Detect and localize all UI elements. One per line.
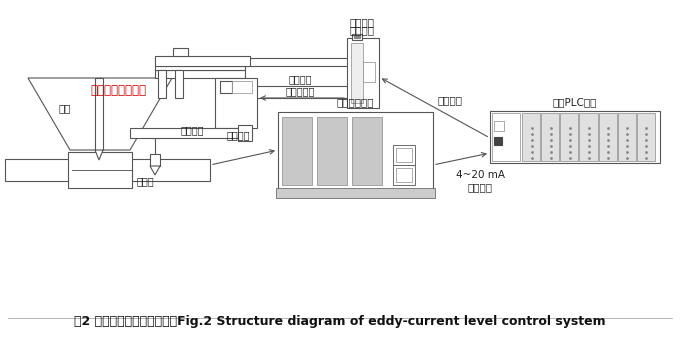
- Polygon shape: [28, 78, 172, 150]
- Text: 动力电缆: 动力电缆: [288, 74, 311, 84]
- Bar: [282, 117, 312, 185]
- Polygon shape: [95, 150, 103, 160]
- Bar: [351, 43, 363, 103]
- Text: 编码器电缆: 编码器电缆: [286, 86, 315, 96]
- Text: 驱动装置: 驱动装置: [350, 25, 375, 35]
- Bar: [175, 70, 183, 98]
- Bar: [238, 125, 252, 141]
- Bar: [155, 66, 245, 70]
- Bar: [393, 145, 415, 165]
- Bar: [155, 70, 245, 78]
- Bar: [560, 113, 579, 161]
- Bar: [5, 159, 73, 181]
- Bar: [130, 128, 240, 138]
- Bar: [215, 78, 257, 128]
- Bar: [317, 117, 347, 185]
- Bar: [541, 113, 559, 161]
- Text: 伺服机构: 伺服机构: [226, 130, 250, 140]
- Bar: [150, 154, 160, 166]
- Text: 图2 涡流液位控制系统结构图Fig.2 Structure diagram of eddy-current level control system: 图2 涡流液位控制系统结构图Fig.2 Structure diagram of…: [74, 315, 606, 328]
- Bar: [352, 117, 382, 185]
- Text: 通讯电缆: 通讯电缆: [437, 95, 462, 105]
- Bar: [68, 152, 132, 188]
- Bar: [363, 62, 375, 82]
- Bar: [396, 168, 412, 182]
- Text: 支架悬臂: 支架悬臂: [180, 125, 204, 135]
- Text: 4~20 mA
液位信号: 4~20 mA 液位信号: [456, 170, 505, 192]
- Bar: [393, 165, 415, 185]
- Text: 塞棒: 塞棒: [58, 103, 71, 113]
- Bar: [158, 70, 166, 98]
- Bar: [232, 81, 252, 93]
- Bar: [130, 159, 210, 181]
- Bar: [637, 113, 655, 161]
- Bar: [494, 137, 502, 145]
- Bar: [598, 113, 617, 161]
- Text: 涡流液位仪表: 涡流液位仪表: [337, 97, 374, 107]
- Bar: [522, 113, 540, 161]
- Bar: [494, 121, 504, 131]
- Text: 传感器: 传感器: [136, 176, 154, 186]
- Bar: [220, 81, 232, 93]
- Bar: [155, 56, 250, 66]
- Bar: [173, 48, 188, 56]
- Bar: [490, 111, 660, 163]
- Bar: [492, 113, 520, 161]
- Text: 江苏华云流量计厂: 江苏华云流量计厂: [90, 83, 146, 97]
- Bar: [347, 38, 379, 108]
- Text: 液位PLC系统: 液位PLC系统: [553, 97, 597, 107]
- Bar: [354, 34, 360, 38]
- Bar: [95, 78, 103, 150]
- Polygon shape: [150, 166, 160, 175]
- Bar: [579, 113, 598, 161]
- Bar: [278, 112, 433, 190]
- Bar: [276, 188, 435, 198]
- Bar: [617, 113, 636, 161]
- Bar: [396, 148, 412, 162]
- Bar: [352, 34, 362, 40]
- Text: 驱动装置: 驱动装置: [350, 17, 375, 27]
